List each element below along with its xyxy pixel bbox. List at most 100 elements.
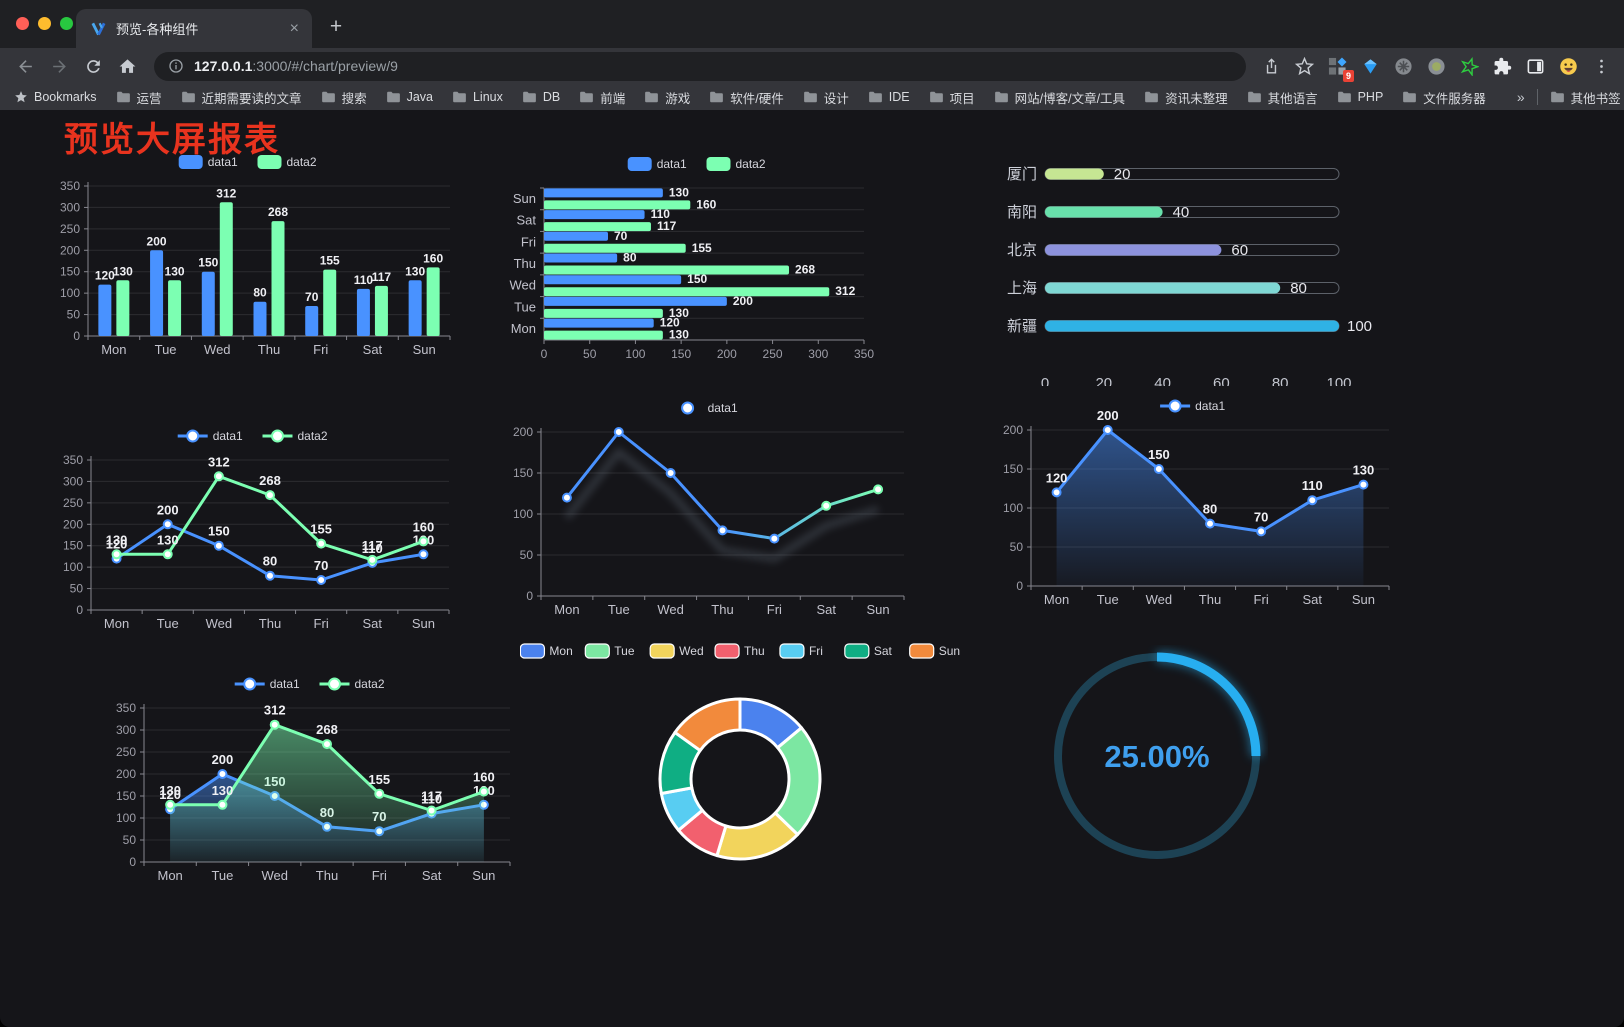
svg-text:Wed: Wed: [1146, 592, 1173, 607]
bookmark-folder[interactable]: DB: [522, 90, 560, 104]
bookmark-folder[interactable]: 搜索: [321, 88, 367, 107]
folder-icon: [994, 91, 1008, 103]
svg-text:250: 250: [60, 222, 80, 236]
svg-text:100: 100: [1347, 318, 1372, 335]
svg-text:160: 160: [413, 519, 435, 534]
other-bookmarks[interactable]: 其他书签: [1550, 88, 1621, 107]
extension-grid-icon[interactable]: 9: [1324, 53, 1354, 82]
svg-text:150: 150: [208, 524, 230, 539]
svg-text:data1: data1: [657, 157, 687, 171]
bookmark-folder[interactable]: 前端: [579, 88, 625, 107]
svg-text:80: 80: [253, 286, 267, 300]
svg-text:Thu: Thu: [258, 342, 280, 357]
bookmark-folder[interactable]: PHP: [1337, 90, 1383, 104]
svg-text:200: 200: [157, 502, 179, 517]
svg-text:data1: data1: [1195, 399, 1225, 413]
bookmark-folder[interactable]: 软件/硬件: [709, 88, 784, 107]
bookmark-folder-list: 运营 近期需要读的文章 搜索 Java Linux DB 前端 游戏 软件/硬件 设计 IDE 项目网…: [116, 88, 1505, 107]
svg-text:130: 130: [113, 264, 133, 278]
side-panel-icon[interactable]: [1522, 53, 1548, 79]
bookmark-folder[interactable]: 项目: [929, 88, 975, 107]
bookmark-folder[interactable]: Java: [386, 90, 433, 104]
svg-text:130: 130: [159, 783, 181, 798]
svg-text:155: 155: [368, 772, 390, 787]
minimize-window-button[interactable]: [38, 17, 51, 30]
svg-text:Wed: Wed: [657, 602, 684, 617]
extension-gem-icon[interactable]: [1357, 53, 1383, 79]
svg-text:120: 120: [106, 537, 128, 552]
star-icon: [15, 91, 27, 103]
svg-text:Mon: Mon: [549, 644, 572, 658]
bookmark-folder[interactable]: 网站/博客/文章/工具: [994, 88, 1125, 107]
svg-text:200: 200: [116, 767, 136, 781]
svg-text:data2: data2: [355, 677, 385, 691]
close-window-button[interactable]: [16, 17, 29, 30]
bookmark-folder[interactable]: 其他语言: [1247, 88, 1318, 107]
traffic-lights: [16, 17, 73, 30]
svg-text:Fri: Fri: [314, 616, 329, 631]
bookmark-manager[interactable]: Bookmarks: [14, 90, 97, 104]
bookmarks-bar-right: » 其他书签: [1505, 88, 1621, 107]
extension-emoji-icon[interactable]: [1555, 53, 1581, 79]
svg-text:200: 200: [1097, 408, 1119, 423]
svg-text:70: 70: [314, 558, 328, 573]
svg-text:200: 200: [60, 243, 80, 257]
share-icon[interactable]: [1258, 53, 1284, 79]
bookmark-folder[interactable]: 游戏: [644, 88, 690, 107]
forward-button[interactable]: [44, 51, 74, 81]
svg-text:Wed: Wed: [679, 644, 703, 658]
svg-text:20: 20: [1095, 375, 1112, 386]
bookmark-folder[interactable]: 文件服务器: [1402, 88, 1486, 107]
bookmark-folder[interactable]: 运营: [116, 88, 162, 107]
dual-line-chart: data1 data2 0 50 100 150 200 250 300 350 Mon Tue Wed…: [45, 420, 465, 638]
svg-text:data1: data1: [708, 401, 738, 415]
extension-star-icon[interactable]: [1456, 53, 1482, 79]
svg-text:130: 130: [157, 532, 179, 547]
svg-text:200: 200: [513, 425, 533, 439]
site-info-icon[interactable]: [168, 58, 184, 74]
horizontal-bar-chart: data1 data2 Sun Sat Fri Thu Wed Tue Mon 0 50 100 150…: [498, 148, 900, 370]
bookmark-folder[interactable]: Linux: [452, 90, 503, 104]
svg-text:350: 350: [60, 179, 80, 193]
svg-text:150: 150: [198, 256, 218, 270]
home-button[interactable]: [112, 51, 142, 81]
svg-text:268: 268: [259, 473, 281, 488]
svg-text:50: 50: [1010, 540, 1024, 554]
extension-circle-icon[interactable]: [1390, 53, 1416, 79]
svg-text:100: 100: [63, 560, 83, 574]
address-bar[interactable]: 127.0.0.1:3000/#/chart/preview/9: [154, 51, 1246, 81]
fullscreen-window-button[interactable]: [60, 17, 73, 30]
extension-record-icon[interactable]: [1423, 53, 1449, 79]
svg-text:150: 150: [687, 272, 707, 286]
svg-text:Sun: Sun: [939, 644, 960, 658]
svg-text:Tue: Tue: [211, 868, 233, 883]
svg-text:120: 120: [660, 316, 680, 330]
svg-text:Sun: Sun: [1352, 592, 1375, 607]
svg-text:200: 200: [63, 517, 83, 531]
svg-text:110: 110: [421, 792, 442, 807]
bookmark-folder[interactable]: IDE: [868, 90, 910, 104]
svg-text:160: 160: [473, 770, 495, 785]
reload-button[interactable]: [78, 51, 108, 81]
svg-text:120: 120: [1046, 470, 1068, 485]
bookmark-folder[interactable]: 近期需要读的文章: [181, 88, 302, 107]
browser-tab[interactable]: 预览-各种组件 ×: [76, 9, 312, 48]
bookmark-folder[interactable]: 资讯未整理: [1144, 88, 1228, 107]
tab-close-icon[interactable]: ×: [289, 19, 299, 37]
bookmarks-overflow-chevron[interactable]: »: [1516, 89, 1525, 105]
menu-icon[interactable]: [1588, 53, 1614, 79]
svg-text:data1: data1: [208, 155, 238, 169]
svg-text:312: 312: [835, 284, 855, 298]
svg-text:Sun: Sun: [513, 191, 536, 206]
bookmark-star-icon[interactable]: [1291, 53, 1317, 79]
new-tab-button[interactable]: +: [329, 15, 343, 38]
svg-text:130: 130: [212, 783, 234, 798]
back-button[interactable]: [10, 51, 40, 81]
svg-text:80: 80: [623, 251, 637, 265]
folder-icon: [1337, 91, 1351, 103]
extension-puzzle-icon[interactable]: [1489, 53, 1515, 79]
svg-text:北京: 北京: [1007, 242, 1037, 259]
svg-text:50: 50: [70, 582, 84, 596]
bookmark-folder[interactable]: 设计: [803, 88, 849, 107]
svg-text:150: 150: [513, 466, 533, 480]
